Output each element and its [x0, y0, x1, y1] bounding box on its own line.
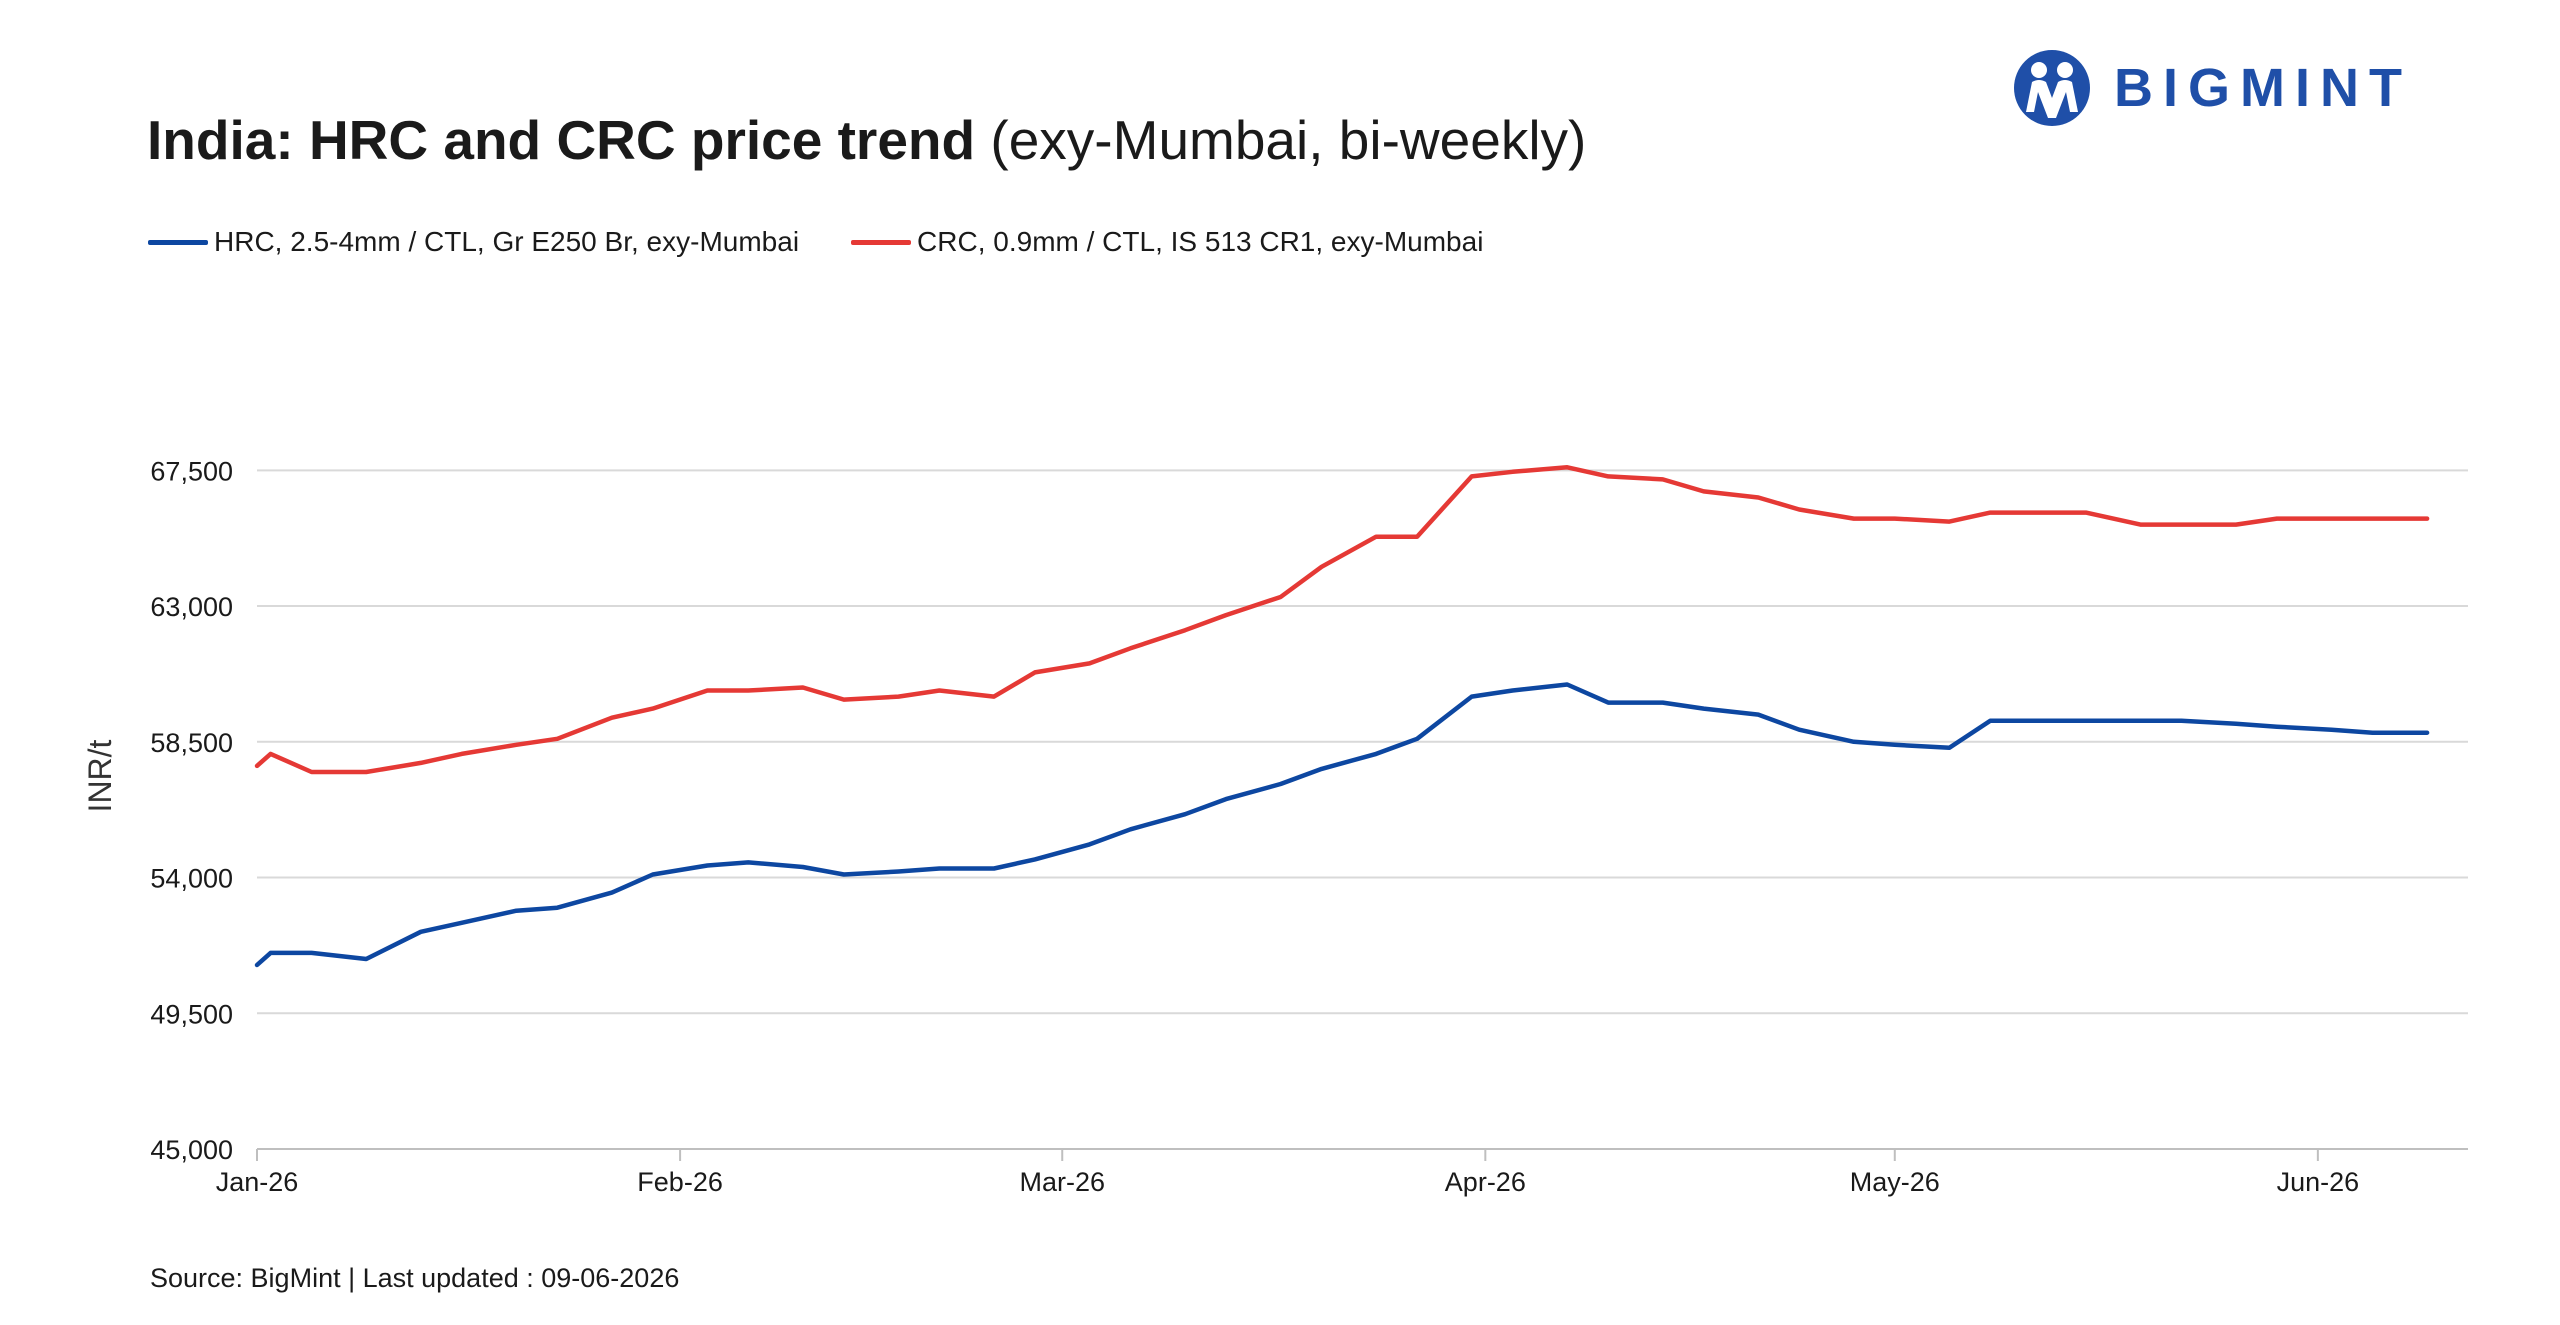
brand-logo: BIGMINT	[2012, 48, 2412, 128]
y-tick-label: 49,500	[150, 999, 233, 1029]
series-line-crc	[254, 465, 2430, 775]
y-tick-label: 58,500	[150, 728, 233, 758]
source-note: Source: BigMint | Last updated : 09-06-2…	[150, 1263, 680, 1293]
chart-legend: HRC, 2.5-4mm / CTL, Gr E250 Br, exy-Mumb…	[148, 226, 1535, 258]
chart-title-subtitle: (exy-Mumbai, bi-weekly)	[975, 109, 1587, 171]
x-tick-label: Feb-26	[637, 1167, 723, 1197]
legend-item-hrc[interactable]: HRC, 2.5-4mm / CTL, Gr E250 Br, exy-Mumb…	[148, 226, 799, 258]
x-tick-label: Apr-26	[1445, 1167, 1526, 1197]
legend-label-hrc: HRC, 2.5-4mm / CTL, Gr E250 Br, exy-Mumb…	[214, 226, 800, 257]
x-tick-label: May-26	[1850, 1167, 1940, 1197]
brand-logo-text: BIGMINT	[2114, 58, 2412, 118]
grid-lines	[257, 469, 2468, 1150]
axis-labels: 45,000 49,500 54,000 58,500 63,000 67,500 Jan-…	[150, 456, 2359, 1197]
series-line-hrc	[254, 682, 2430, 968]
legend-swatch-crc	[851, 239, 912, 245]
bigmint-logo-icon	[2014, 50, 2090, 126]
chart-title-main: India: HRC and CRC price trend	[147, 109, 976, 171]
x-tick-label: Mar-26	[1019, 1167, 1105, 1197]
y-tick-label: 54,000	[150, 864, 233, 894]
legend-label-crc: CRC, 0.9mm / CTL, IS 513 CR1, exy-Mumbai	[917, 226, 1484, 257]
y-tick-label: 63,000	[150, 592, 233, 622]
y-tick-label: 67,500	[150, 456, 233, 486]
x-axis	[256, 1149, 2319, 1161]
y-axis-title: INR/t	[82, 739, 118, 812]
chart-title: India: HRC and CRC price trend (exy-Mumb…	[147, 108, 1586, 172]
x-tick-label: Jan-26	[216, 1167, 299, 1197]
legend-item-crc[interactable]: CRC, 0.9mm / CTL, IS 513 CR1, exy-Mumbai	[851, 226, 1483, 258]
x-tick-label: Jun-26	[2277, 1167, 2360, 1197]
y-tick-label: 45,000	[150, 1135, 233, 1165]
legend-swatch-hrc	[148, 239, 208, 245]
series-lines	[254, 465, 2430, 968]
